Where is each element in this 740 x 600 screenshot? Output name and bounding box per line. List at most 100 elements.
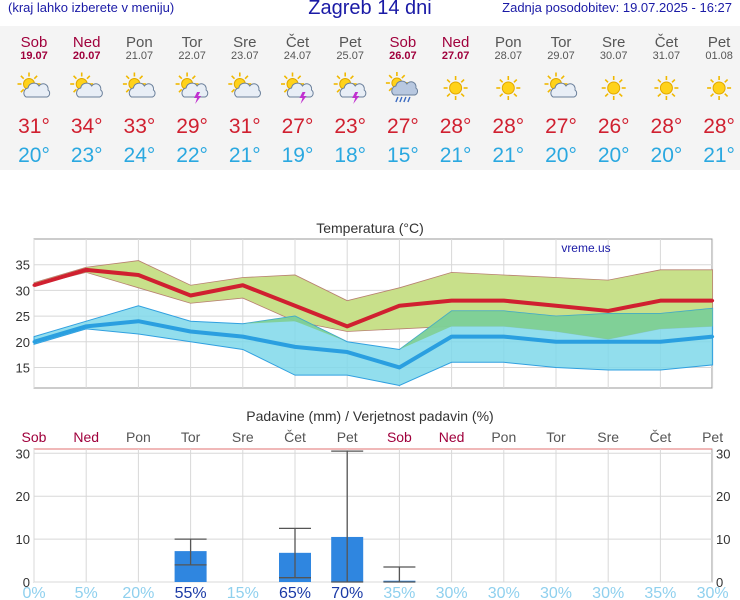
y-tick-label-left: 30	[16, 446, 30, 461]
max-temperature: 27°	[387, 115, 419, 138]
precipitation-chart-title: Padavine (mm) / Verjetnost padavin (%)	[246, 408, 493, 424]
sun-ray	[231, 75, 236, 80]
min-temperature-point	[397, 365, 401, 369]
sun-cloud-icon	[228, 72, 261, 98]
day-date: 22.07	[178, 50, 206, 62]
sun-ray	[336, 88, 341, 93]
sun-disc	[501, 81, 515, 95]
min-temperature-point	[450, 335, 454, 339]
sun-ray	[604, 78, 609, 83]
sun-ray	[125, 88, 130, 93]
sun-ray	[388, 87, 393, 92]
min-temperature-point	[293, 345, 297, 349]
y-tick-label-right: 0	[716, 575, 723, 590]
min-temperature-point	[241, 335, 245, 339]
day-date: 26.07	[389, 50, 417, 62]
precipitation-probability: 55%	[175, 585, 207, 600]
min-temperature-point	[502, 335, 506, 339]
y-tick-label-left: 10	[16, 532, 30, 547]
max-temperature: 23°	[334, 115, 366, 138]
day-date: 21.07	[126, 50, 154, 62]
sun-ray	[460, 93, 465, 98]
y-tick-label: 30	[16, 283, 30, 298]
max-temperature-point	[658, 299, 662, 303]
sun-ray	[560, 75, 565, 80]
sun-ray	[283, 88, 288, 93]
max-temperature: 34°	[71, 115, 103, 138]
max-temperature-point	[711, 299, 715, 303]
precipitation-probability: 0%	[22, 585, 45, 600]
min-temperature: 21°	[229, 144, 261, 167]
precipitation-probability: 20%	[122, 585, 154, 600]
sun-ray	[336, 75, 341, 80]
sun-ray	[724, 78, 729, 83]
min-temperature: 18°	[334, 144, 366, 167]
rain-drop	[395, 96, 399, 103]
precip-day-label: Pet	[702, 429, 723, 445]
max-temperature-point	[84, 268, 88, 272]
day-name: Sre	[602, 34, 625, 51]
min-temperature: 21°	[703, 144, 735, 167]
day-name: Pet	[339, 34, 362, 51]
max-temperature-point	[450, 299, 454, 303]
precipitation-probability: 15%	[227, 585, 259, 600]
max-temperature-point	[502, 299, 506, 303]
precip-day-label: Tor	[546, 429, 566, 445]
day-date: 27.07	[442, 50, 470, 62]
min-temperature: 22°	[176, 144, 208, 167]
day-name: Ned	[73, 34, 101, 51]
y-tick-label-right: 30	[716, 446, 730, 461]
cloud-shape	[234, 82, 261, 98]
min-temperature: 23°	[71, 144, 103, 167]
min-temperature: 21°	[492, 144, 524, 167]
lightning-bolt	[299, 92, 307, 104]
max-temperature-point	[241, 283, 245, 287]
sun-ray	[513, 93, 518, 98]
temperature-chart-title: Temperatura (°C)	[316, 220, 424, 236]
sun-ray	[710, 78, 715, 83]
precipitation-probability: 70%	[331, 585, 363, 600]
precip-day-label: Ned	[439, 429, 465, 445]
precipitation-probability: 30%	[540, 585, 572, 600]
sun-ray	[724, 93, 729, 98]
precipitation-chart: Padavine (mm) / Verjetnost padavin (%) So…	[16, 408, 731, 600]
y-tick-label-left: 0	[23, 575, 30, 590]
sun-ray	[191, 75, 196, 80]
sun-ray	[20, 75, 25, 80]
sun-ray	[710, 93, 715, 98]
cloud-shape	[339, 82, 367, 98]
sun-cloud-icon	[70, 72, 103, 98]
day-date: 31.07	[653, 50, 681, 62]
sun-ray	[73, 88, 77, 93]
sun-ray	[604, 93, 609, 98]
cloud-shape	[76, 82, 103, 98]
sun-ray	[139, 75, 144, 80]
min-temperature-point	[189, 329, 193, 333]
menu-hint: (kraj lahko izberete v meniju)	[8, 0, 175, 15]
sun-ray	[86, 75, 91, 80]
sun-ray	[671, 93, 676, 98]
day-name: Tor	[551, 34, 572, 51]
sun-cloud-icon	[17, 72, 51, 98]
plot-area	[33, 448, 713, 583]
cloud-shape	[181, 82, 209, 98]
day-name: Pon	[495, 34, 522, 51]
sun-thunder-icon	[175, 72, 209, 104]
y-tick-label-left: 20	[16, 489, 30, 504]
sun-ray	[349, 75, 354, 80]
max-temperature: 28°	[440, 115, 472, 138]
precipitation-probability: 30%	[488, 585, 520, 600]
min-temperature: 21°	[440, 144, 472, 167]
sun-ray	[657, 93, 662, 98]
max-temperature-point	[136, 273, 140, 277]
day-date: 23.07	[231, 50, 259, 62]
day-name: Sre	[233, 34, 256, 51]
last-updated: Zadnja posodobitev: 19.07.2025 - 16:27	[502, 0, 732, 15]
precip-day-label: Pon	[126, 429, 151, 445]
min-temperature-point	[32, 340, 36, 344]
sun-ray	[446, 78, 451, 83]
day-date: 20.07	[73, 50, 101, 62]
sun-ray	[231, 88, 236, 93]
precip-day-label: Tor	[181, 429, 201, 445]
